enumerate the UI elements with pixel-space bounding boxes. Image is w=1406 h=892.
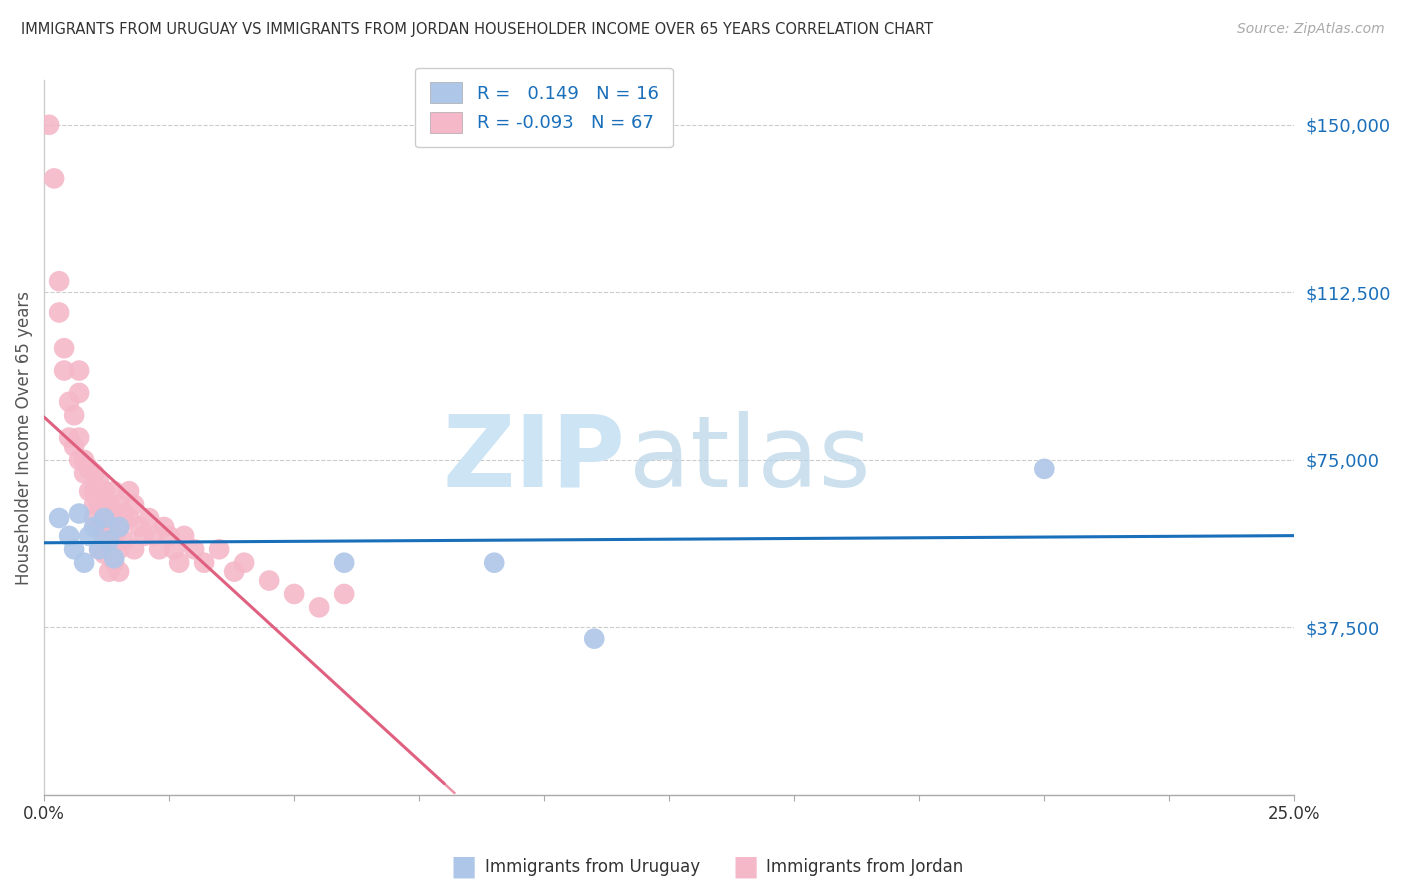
Point bbox=[67, 385, 90, 400]
Point bbox=[233, 556, 256, 570]
Point bbox=[42, 171, 65, 186]
Point bbox=[89, 520, 111, 534]
Point bbox=[167, 556, 190, 570]
Point bbox=[283, 587, 305, 601]
Text: ZIP: ZIP bbox=[443, 410, 626, 508]
Point bbox=[118, 484, 141, 499]
Point bbox=[73, 453, 96, 467]
Point bbox=[128, 520, 150, 534]
Point bbox=[67, 431, 90, 445]
Point bbox=[108, 520, 131, 534]
Point bbox=[73, 467, 96, 481]
Point bbox=[63, 409, 86, 423]
Point bbox=[98, 520, 121, 534]
Point bbox=[153, 520, 176, 534]
Point bbox=[67, 363, 90, 377]
Text: IMMIGRANTS FROM URUGUAY VS IMMIGRANTS FROM JORDAN HOUSEHOLDER INCOME OVER 65 YEA: IMMIGRANTS FROM URUGUAY VS IMMIGRANTS FR… bbox=[21, 22, 934, 37]
Point bbox=[333, 587, 356, 601]
Point bbox=[67, 453, 90, 467]
Text: Immigrants from Jordan: Immigrants from Jordan bbox=[766, 858, 963, 876]
Point bbox=[48, 274, 70, 288]
Point bbox=[112, 533, 135, 548]
Point bbox=[73, 556, 96, 570]
Point bbox=[257, 574, 280, 588]
Point bbox=[98, 565, 121, 579]
Point bbox=[63, 440, 86, 454]
Point bbox=[48, 511, 70, 525]
Text: ■: ■ bbox=[733, 853, 758, 881]
Point bbox=[77, 462, 100, 476]
Point bbox=[583, 632, 606, 646]
Point bbox=[118, 511, 141, 525]
Point bbox=[98, 533, 121, 548]
Point bbox=[484, 556, 506, 570]
Point bbox=[53, 363, 76, 377]
Point bbox=[89, 542, 111, 557]
Point bbox=[333, 556, 356, 570]
Point bbox=[103, 484, 125, 499]
Point bbox=[83, 467, 105, 481]
Point bbox=[193, 556, 215, 570]
Point bbox=[89, 498, 111, 512]
Point bbox=[53, 341, 76, 355]
Point bbox=[143, 529, 166, 543]
Text: atlas: atlas bbox=[630, 410, 870, 508]
Text: ■: ■ bbox=[451, 853, 477, 881]
Point bbox=[148, 542, 170, 557]
Point bbox=[173, 529, 195, 543]
Point bbox=[58, 529, 80, 543]
Point bbox=[58, 394, 80, 409]
Text: Immigrants from Uruguay: Immigrants from Uruguay bbox=[485, 858, 700, 876]
Point bbox=[67, 507, 90, 521]
Y-axis label: Householder Income Over 65 years: Householder Income Over 65 years bbox=[15, 291, 32, 584]
Point bbox=[93, 484, 115, 499]
Point bbox=[77, 529, 100, 543]
Point bbox=[134, 529, 156, 543]
Point bbox=[89, 475, 111, 490]
Text: Source: ZipAtlas.com: Source: ZipAtlas.com bbox=[1237, 22, 1385, 37]
Point bbox=[208, 542, 231, 557]
Point bbox=[138, 511, 160, 525]
Point bbox=[83, 498, 105, 512]
Point bbox=[63, 542, 86, 557]
Point bbox=[108, 498, 131, 512]
Point bbox=[93, 547, 115, 561]
Point bbox=[103, 507, 125, 521]
Point bbox=[108, 542, 131, 557]
Point bbox=[108, 520, 131, 534]
Point bbox=[93, 529, 115, 543]
Point bbox=[93, 511, 115, 525]
Point bbox=[183, 542, 205, 557]
Point bbox=[224, 565, 246, 579]
Point bbox=[48, 305, 70, 319]
Point bbox=[93, 507, 115, 521]
Point bbox=[103, 551, 125, 566]
Point bbox=[122, 542, 145, 557]
Point bbox=[308, 600, 330, 615]
Point bbox=[163, 542, 186, 557]
Point bbox=[103, 529, 125, 543]
Point bbox=[112, 507, 135, 521]
Point bbox=[38, 118, 60, 132]
Point bbox=[1033, 462, 1056, 476]
Point bbox=[58, 431, 80, 445]
Point bbox=[83, 520, 105, 534]
Point bbox=[98, 542, 121, 557]
Point bbox=[83, 484, 105, 499]
Point bbox=[122, 498, 145, 512]
Point bbox=[108, 565, 131, 579]
Point bbox=[89, 542, 111, 557]
Legend: R =   0.149   N = 16, R = -0.093   N = 67: R = 0.149 N = 16, R = -0.093 N = 67 bbox=[415, 68, 673, 147]
Point bbox=[157, 529, 180, 543]
Point bbox=[83, 511, 105, 525]
Point bbox=[77, 484, 100, 499]
Point bbox=[103, 556, 125, 570]
Point bbox=[98, 498, 121, 512]
